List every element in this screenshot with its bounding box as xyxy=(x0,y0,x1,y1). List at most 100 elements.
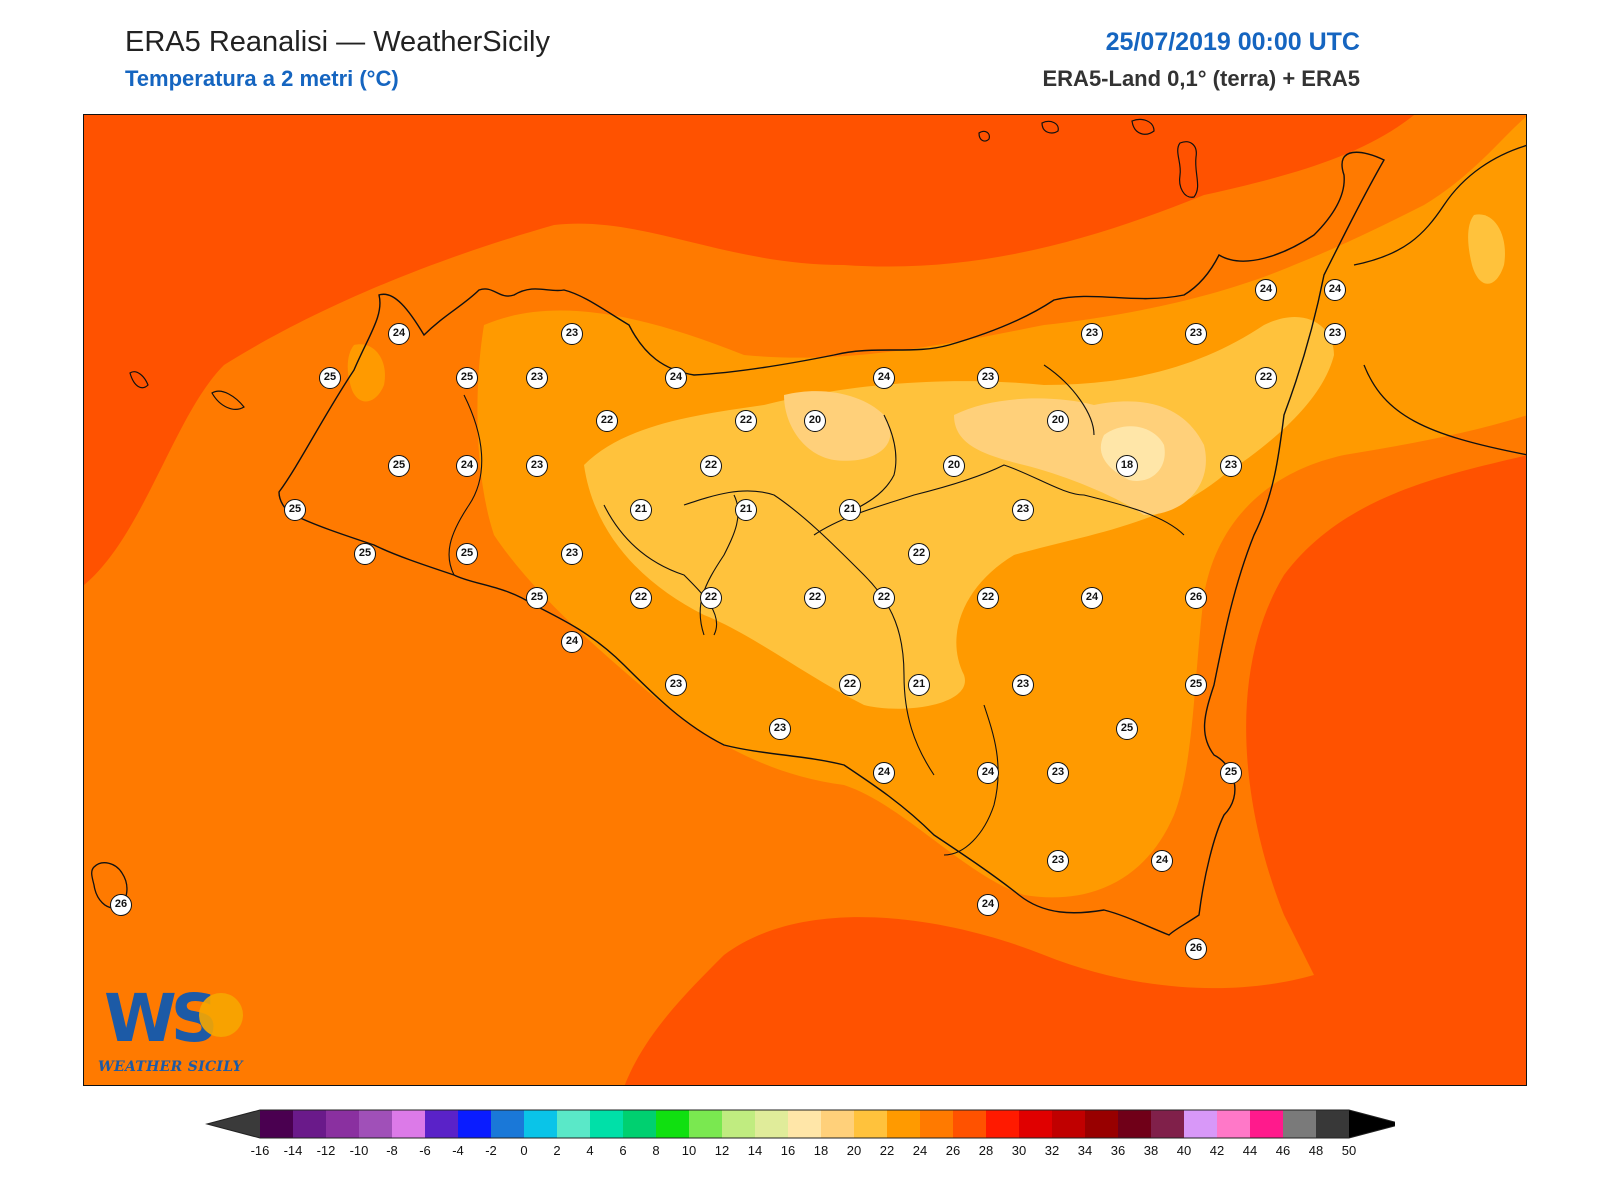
station-value: 26 xyxy=(1185,938,1207,960)
station-value: 25 xyxy=(284,499,306,521)
colorbar-tick-label: 38 xyxy=(1144,1143,1158,1158)
map-title: ERA5 Reanalisi — WeatherSicily xyxy=(125,26,550,58)
station-value: 23 xyxy=(1047,762,1069,784)
colorbar-tick-label: 8 xyxy=(652,1143,659,1158)
calabria-coastline xyxy=(1353,144,1526,456)
station-value: 24 xyxy=(873,367,895,389)
band-22-calabria xyxy=(1468,214,1505,284)
colorbar-tick-label: 14 xyxy=(748,1143,762,1158)
colorbar-segment xyxy=(1217,1110,1250,1138)
island-egadi xyxy=(129,371,245,410)
colorbar-over-arrow xyxy=(1349,1110,1395,1138)
station-value: 20 xyxy=(943,455,965,477)
colorbar-segment xyxy=(1151,1110,1184,1138)
station-value: 25 xyxy=(388,455,410,477)
temperature-map: 24 25 25 23 23 24 22 22 20 24 23 23 23 24 24 23 22 20 20 18… xyxy=(83,114,1527,1086)
colorbar-border xyxy=(205,1109,1395,1139)
colorbar-tick-label: -6 xyxy=(419,1143,431,1158)
station-value: 26 xyxy=(110,894,132,916)
sicily-coastline xyxy=(278,151,1385,936)
station-value: 23 xyxy=(561,323,583,345)
colorbar-tick-label: 24 xyxy=(913,1143,927,1158)
colorbar-segment xyxy=(392,1110,425,1138)
colorbar-segment xyxy=(326,1110,359,1138)
station-value: 25 xyxy=(1116,718,1138,740)
colorbar-segment xyxy=(1283,1110,1316,1138)
logo-text: WEATHER SICILY xyxy=(98,1059,243,1075)
station-value: 22 xyxy=(630,587,652,609)
island-panarea xyxy=(1131,118,1155,135)
colorbar-segment xyxy=(1019,1110,1052,1138)
station-value: 24 xyxy=(561,631,583,653)
colorbar-tick-label: 36 xyxy=(1111,1143,1125,1158)
colorbar-segment xyxy=(491,1110,524,1138)
station-value: 25 xyxy=(1185,674,1207,696)
colorbar-tick-label: 12 xyxy=(715,1143,729,1158)
colorbar-tick-label: 32 xyxy=(1045,1143,1059,1158)
station-value: 18 xyxy=(1116,455,1138,477)
colorbar-segment xyxy=(986,1110,1019,1138)
station-value: 23 xyxy=(526,367,548,389)
station-value: 24 xyxy=(1081,587,1103,609)
station-value: 21 xyxy=(839,499,861,521)
station-value: 23 xyxy=(1012,499,1034,521)
colorbar-tick-label: 34 xyxy=(1078,1143,1092,1158)
band-24-calabria xyxy=(1372,256,1444,343)
station-value: 22 xyxy=(873,587,895,609)
colorbar-tick-label: -2 xyxy=(485,1143,497,1158)
colorbar-segment xyxy=(425,1110,458,1138)
station-value: 23 xyxy=(1185,323,1207,345)
colorbar-tick-label: 4 xyxy=(586,1143,593,1158)
colorbar-segment xyxy=(293,1110,326,1138)
colorbar: -16 -14 -12 -10 -8 -6 -4 -2 0 2 4 6 8 10 12 14 16 18 20 22 2… xyxy=(205,1109,1395,1158)
colorbar-tick-label: -14 xyxy=(284,1143,303,1158)
colorbar-tick-label: 2 xyxy=(553,1143,560,1158)
station-value: 25 xyxy=(456,367,478,389)
station-value: 20 xyxy=(1047,410,1069,432)
colorbar-tick-label: -12 xyxy=(317,1143,336,1158)
weather-sicily-logo: WS xyxy=(104,980,243,1057)
logo-letters: WS xyxy=(104,980,214,1057)
colorbar-segment xyxy=(524,1110,557,1138)
station-value: 23 xyxy=(1324,323,1346,345)
station-value: 24 xyxy=(1255,279,1277,301)
colorbar-tick-label: 46 xyxy=(1276,1143,1290,1158)
colorbar-tick-label: 44 xyxy=(1243,1143,1257,1158)
colorbar-tick-label: 48 xyxy=(1309,1143,1323,1158)
band-20 xyxy=(784,391,1206,515)
station-value: 24 xyxy=(1324,279,1346,301)
station-value: 22 xyxy=(735,410,757,432)
station-value: 22 xyxy=(700,455,722,477)
colorbar-segment xyxy=(458,1110,491,1138)
station-value: 21 xyxy=(908,674,930,696)
island-salina xyxy=(1041,120,1059,134)
colorbar-segment xyxy=(722,1110,755,1138)
map-subtitle: Temperatura a 2 metri (°C) xyxy=(125,66,399,91)
station-value: 21 xyxy=(735,499,757,521)
colorbar-segment xyxy=(920,1110,953,1138)
station-value: 22 xyxy=(839,674,861,696)
station-value: 21 xyxy=(630,499,652,521)
band-24-west xyxy=(347,344,385,402)
station-value: 25 xyxy=(319,367,341,389)
colorbar-segment xyxy=(953,1110,986,1138)
colorbar-segment xyxy=(1085,1110,1118,1138)
station-value: 24 xyxy=(977,762,999,784)
station-value: 26 xyxy=(1185,587,1207,609)
station-value: 23 xyxy=(1012,674,1034,696)
station-value: 23 xyxy=(977,367,999,389)
map-datetime: 25/07/2019 00:00 UTC xyxy=(1105,28,1360,56)
island-stromboli xyxy=(978,130,990,142)
colorbar-tick-label: 22 xyxy=(880,1143,894,1158)
colorbar-segment xyxy=(887,1110,920,1138)
station-value: 23 xyxy=(526,455,548,477)
colorbar-tick-label: 26 xyxy=(946,1143,960,1158)
colorbar-tick-label: 0 xyxy=(520,1143,527,1158)
colorbar-segment xyxy=(821,1110,854,1138)
station-value: 25 xyxy=(354,543,376,565)
station-value: 23 xyxy=(665,674,687,696)
station-value: 24 xyxy=(1151,850,1173,872)
colorbar-tick-label: 18 xyxy=(814,1143,828,1158)
colorbar-tick-label: 10 xyxy=(682,1143,696,1158)
colorbar-tick-label: -4 xyxy=(452,1143,464,1158)
